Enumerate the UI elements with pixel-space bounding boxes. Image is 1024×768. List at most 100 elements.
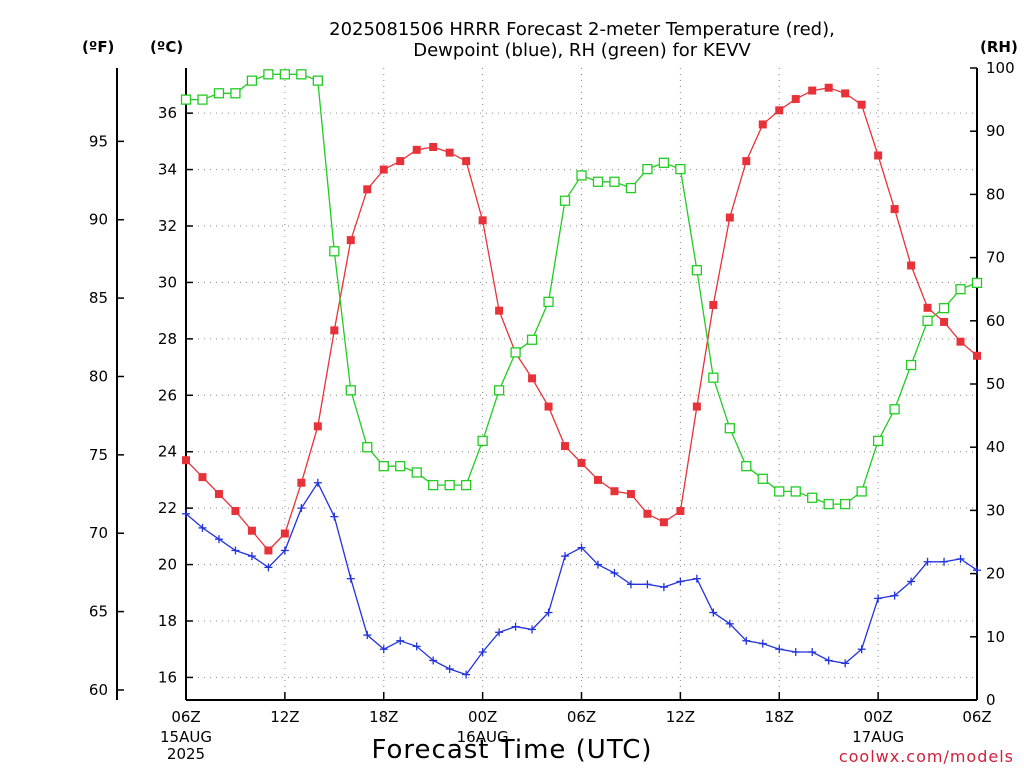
- rh-point: [625, 182, 637, 194]
- chart-title-line1: 2025081506 HRRR Forecast 2-meter Tempera…: [329, 19, 835, 40]
- dewpoint-point: [429, 656, 438, 665]
- x-date-label: 15AUG: [160, 728, 212, 746]
- rh-point: [493, 385, 505, 396]
- rh-tick-label: 70: [986, 249, 1005, 267]
- temperature-point: [429, 143, 438, 151]
- x-tick-label: 18Z: [369, 708, 398, 726]
- rh-point: [378, 461, 389, 472]
- temperature-point: [593, 475, 602, 484]
- unit-fahrenheit: (ºF): [82, 38, 114, 56]
- temperature-point: [692, 402, 701, 411]
- temperature-point: [528, 374, 537, 383]
- temperature-point: [462, 157, 471, 166]
- temperature-point: [841, 89, 850, 98]
- celsius-tick-label: 16: [158, 668, 177, 686]
- series-temperature: [182, 83, 981, 555]
- celsius-tick-label: 26: [158, 386, 177, 404]
- x-tick-label: 12Z: [270, 708, 299, 726]
- dewpoint-point: [528, 625, 537, 634]
- temperature-point: [824, 83, 833, 92]
- rh-point: [872, 435, 884, 447]
- celsius-tick-label: 32: [158, 217, 177, 235]
- dewpoint-point: [973, 566, 981, 575]
- fahrenheit-tick-label: 95: [89, 132, 108, 150]
- dewpoint-point: [742, 636, 751, 645]
- temperature-point: [676, 506, 685, 515]
- fahrenheit-tick-label: 65: [89, 603, 108, 621]
- rh-point: [230, 88, 241, 99]
- dewpoint-point: [758, 639, 767, 648]
- series-dewpoint: [182, 478, 981, 679]
- unit-rh: (RH): [980, 38, 1018, 56]
- rh-point: [345, 385, 356, 396]
- rh-point: [856, 486, 867, 497]
- rh-point: [823, 498, 834, 510]
- rh-tick-label: 10: [986, 628, 1005, 646]
- x-tick-label: 00Z: [863, 708, 892, 726]
- temperature-point: [758, 120, 767, 129]
- dewpoint-point: [544, 608, 553, 617]
- x-tick-label: 18Z: [765, 708, 794, 726]
- rh-tick-label: 0: [986, 691, 996, 709]
- temperature-point: [247, 526, 256, 535]
- dewpoint-point: [676, 577, 685, 586]
- dewpoint-point: [593, 560, 602, 569]
- dewpoint-point: [561, 552, 570, 561]
- dewpoint-point: [791, 648, 800, 657]
- dewpoint-point: [659, 583, 668, 592]
- temperature-point: [956, 337, 965, 346]
- temperature-point: [874, 151, 883, 160]
- rh-point: [213, 88, 225, 99]
- dewpoint-point: [692, 574, 701, 583]
- credit-text: coolwx.com/models: [839, 747, 1014, 766]
- rh-point: [592, 176, 604, 187]
- dewpoint-point: [445, 664, 454, 673]
- rh-point: [197, 94, 208, 105]
- rh-point: [708, 372, 719, 383]
- temperature-point: [659, 518, 668, 527]
- x-tick-label: 12Z: [666, 708, 695, 726]
- rh-point: [790, 486, 801, 497]
- y-axis-celsius: 16 18 20 22 24 26 28 30 32 34 36: [158, 104, 193, 686]
- dewpoint-point: [363, 631, 372, 640]
- dewpoint-point: [956, 554, 965, 563]
- temperature-point: [198, 473, 207, 482]
- temperature-point: [709, 301, 718, 309]
- rh-point: [971, 277, 983, 289]
- rh-point: [741, 461, 752, 472]
- dewpoint-point: [280, 546, 289, 555]
- dewpoint-point: [182, 509, 190, 518]
- dewpoint-point: [824, 656, 833, 665]
- x-date-label: 16AUG: [457, 728, 509, 746]
- dewpoint-point: [610, 569, 619, 578]
- celsius-tick-label: 18: [158, 612, 177, 630]
- temperature-point: [379, 165, 388, 174]
- temperature-point: [808, 86, 817, 95]
- fahrenheit-tick-label: 60: [89, 681, 108, 699]
- dewpoint-point: [841, 659, 850, 668]
- rh-point: [411, 467, 422, 478]
- series-rh: [180, 69, 983, 510]
- rh-point: [362, 442, 373, 453]
- rh-tick-label: 60: [986, 312, 1005, 330]
- fahrenheit-tick-label: 80: [89, 367, 108, 385]
- dewpoint-point: [247, 552, 256, 561]
- rh-point: [477, 435, 488, 447]
- temperature-point: [495, 306, 504, 315]
- temperature-point: [643, 509, 652, 518]
- dewpoint-point: [874, 594, 883, 603]
- dewpoint-point: [198, 523, 207, 532]
- temperature-point: [907, 261, 916, 270]
- celsius-tick-label: 20: [158, 556, 177, 574]
- rh-point: [526, 334, 538, 345]
- temperature-point: [923, 303, 932, 312]
- rh-point: [840, 498, 851, 510]
- rh-tick-label: 80: [986, 185, 1005, 203]
- dewpoint-point: [462, 670, 471, 679]
- dewpoint-point: [890, 591, 899, 600]
- fahrenheit-tick-label: 90: [89, 211, 108, 229]
- rh-point: [609, 176, 620, 187]
- rh-line: [186, 73, 978, 505]
